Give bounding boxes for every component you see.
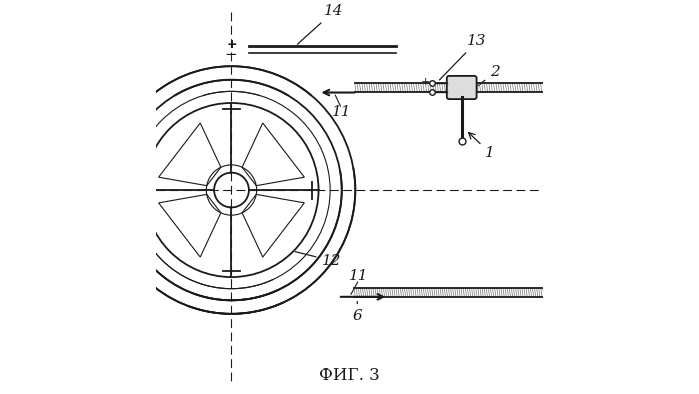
Text: 14: 14 [297, 4, 344, 44]
Text: 2: 2 [478, 65, 500, 86]
Text: 11: 11 [350, 269, 369, 282]
Text: 11: 11 [332, 105, 352, 119]
Text: 6: 6 [352, 301, 362, 323]
Text: 13: 13 [440, 34, 487, 80]
Text: +: + [421, 77, 431, 87]
Text: −: − [224, 47, 237, 62]
Text: −: − [421, 86, 431, 99]
Text: 12: 12 [295, 252, 341, 268]
Text: +: + [226, 38, 237, 51]
Text: ФИГ. 3: ФИГ. 3 [319, 367, 380, 384]
Text: 1: 1 [468, 132, 495, 160]
FancyBboxPatch shape [447, 76, 477, 99]
